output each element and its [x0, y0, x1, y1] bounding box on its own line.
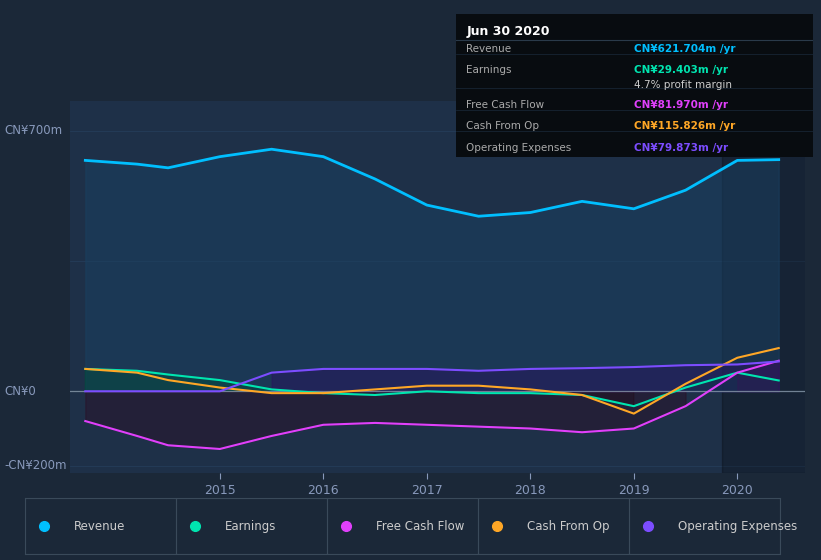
Text: CN¥79.873m /yr: CN¥79.873m /yr — [635, 142, 728, 152]
Text: Jun 30 2020: Jun 30 2020 — [466, 25, 550, 39]
Text: Earnings: Earnings — [225, 520, 276, 533]
Bar — [722, 101, 815, 473]
Text: Revenue: Revenue — [74, 520, 125, 533]
Text: Free Cash Flow: Free Cash Flow — [466, 100, 544, 110]
Bar — [176, 498, 327, 554]
Text: CN¥700m: CN¥700m — [4, 124, 62, 137]
Text: Operating Expenses: Operating Expenses — [466, 142, 571, 152]
Bar — [478, 498, 629, 554]
Text: Operating Expenses: Operating Expenses — [678, 520, 797, 533]
Bar — [629, 498, 780, 554]
Bar — [327, 498, 478, 554]
Text: 4.7% profit margin: 4.7% profit margin — [635, 80, 732, 90]
Text: -CN¥200m: -CN¥200m — [4, 459, 67, 472]
Text: Cash From Op: Cash From Op — [466, 121, 539, 131]
Text: CN¥29.403m /yr: CN¥29.403m /yr — [635, 66, 728, 76]
Text: CN¥115.826m /yr: CN¥115.826m /yr — [635, 121, 736, 131]
Text: CN¥621.704m /yr: CN¥621.704m /yr — [635, 44, 736, 54]
Text: Free Cash Flow: Free Cash Flow — [376, 520, 464, 533]
Bar — [25, 498, 176, 554]
Text: Cash From Op: Cash From Op — [527, 520, 609, 533]
Text: Revenue: Revenue — [466, 44, 511, 54]
Text: CN¥0: CN¥0 — [4, 385, 36, 398]
Text: CN¥81.970m /yr: CN¥81.970m /yr — [635, 100, 728, 110]
Text: Earnings: Earnings — [466, 66, 511, 76]
